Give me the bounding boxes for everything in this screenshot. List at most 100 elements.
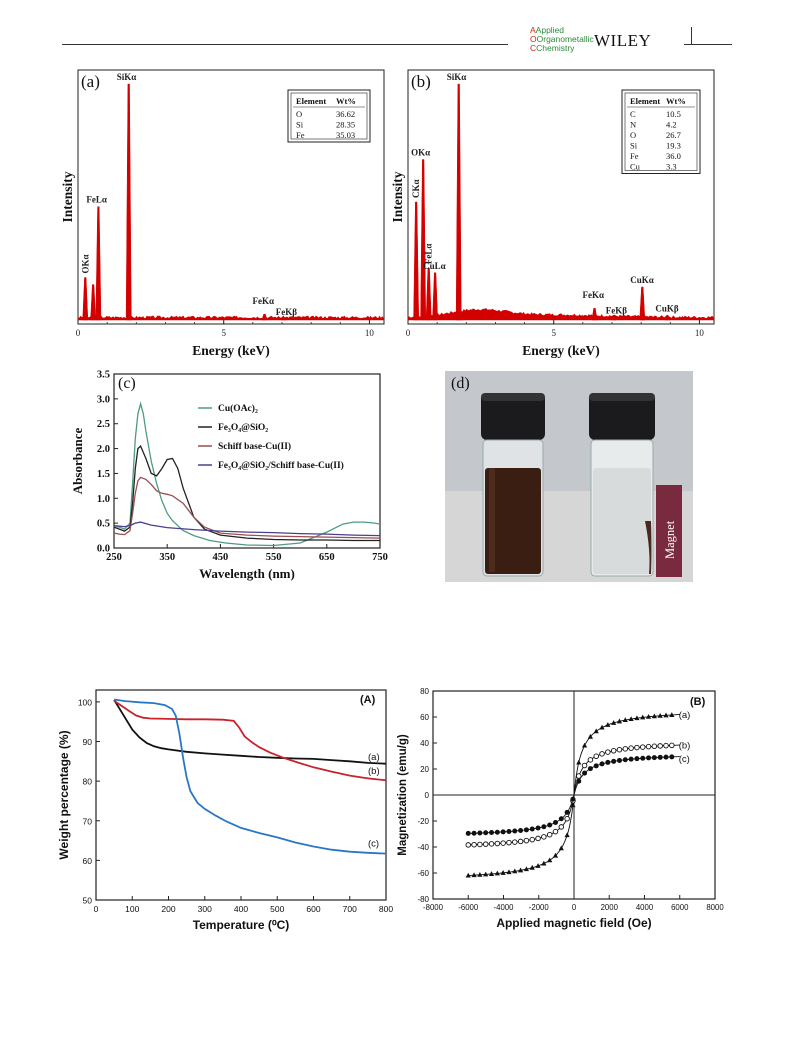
- plot-frame: [113, 373, 381, 549]
- x-tick-label: 5: [221, 328, 226, 338]
- spectrum-peak: [125, 83, 132, 321]
- data-point: [488, 841, 495, 847]
- y-tick-label: 2.0: [97, 444, 110, 455]
- data-point: [517, 838, 524, 845]
- legend-entry: Schiff base-Cu(II): [218, 441, 291, 452]
- series-label: (b): [368, 766, 380, 777]
- data-point: [657, 754, 663, 760]
- data-point: [605, 749, 611, 755]
- peak-label: OKα: [80, 254, 90, 273]
- series-line: [113, 698, 387, 855]
- data-point: [646, 755, 652, 761]
- data-point: [576, 773, 582, 779]
- data-point: [477, 830, 483, 836]
- data-point: [576, 778, 582, 784]
- spectrum-baseline: [77, 315, 385, 321]
- peak-label: CuKα: [630, 275, 654, 285]
- series-label: (a): [368, 752, 380, 763]
- data-point: [611, 758, 617, 764]
- table-cell: N: [630, 120, 636, 130]
- data-point: [546, 831, 553, 838]
- series-line: [113, 476, 381, 539]
- x-tick-label: -6000: [458, 903, 479, 912]
- data-point: [645, 743, 652, 750]
- magnet-label: Magnet: [663, 520, 677, 559]
- data-point: [471, 841, 477, 848]
- x-axis-label: Temperature (⁰C): [193, 918, 290, 932]
- series-line: [113, 521, 381, 537]
- data-point: [471, 872, 477, 878]
- series-label: (c): [368, 839, 379, 850]
- table-cell: 19.3: [666, 141, 681, 151]
- x-tick-label: 10: [695, 328, 705, 338]
- data-point: [616, 718, 623, 724]
- data-point: [483, 871, 489, 877]
- x-tick-label: 10: [365, 328, 375, 338]
- series-line: [113, 444, 380, 542]
- data-point: [634, 715, 640, 721]
- uv-vis-chart: 250 350 450 550 650 750 0.0 0.5 1.0 1.5 2.0 2.5 3.0 3…: [70, 370, 388, 582]
- x-tick-label: 100: [125, 904, 139, 914]
- x-axis-label: Energy (keV): [192, 343, 270, 358]
- data-point: [611, 720, 617, 725]
- data-point: [669, 742, 675, 749]
- vials-photo: Magnet (d): [445, 371, 693, 582]
- peak-label: SiKα: [447, 72, 467, 82]
- data-point: [541, 834, 547, 840]
- y-tick-label: 0.5: [97, 519, 110, 530]
- table-cell: Si: [296, 120, 304, 130]
- table-cell: 26.7: [666, 130, 681, 140]
- series-label: (c): [679, 754, 690, 765]
- peak-label: CuKβ: [655, 303, 679, 313]
- table-cell: Cu: [630, 162, 641, 172]
- y-tick-label: 20: [420, 765, 429, 774]
- table-cell: C: [630, 109, 636, 119]
- x-tick-label: 750: [372, 552, 388, 563]
- table-cell: Si: [630, 141, 638, 151]
- spectrum-peak: [639, 286, 646, 321]
- spectrum-peak: [591, 307, 598, 321]
- data-point: [599, 761, 605, 767]
- spectrum-peak: [82, 277, 89, 321]
- data-point: [634, 756, 640, 762]
- element-table-inner-frame: [624, 92, 698, 171]
- data-point: [640, 755, 646, 761]
- table-cell: 28.35: [336, 120, 355, 130]
- x-tick-label: 6000: [671, 903, 689, 912]
- data-point: [465, 830, 471, 836]
- peak-label: FeKα: [253, 296, 275, 306]
- y-axis-label: Absorbance: [70, 428, 85, 495]
- data-point: [651, 755, 657, 761]
- journal-line-2: Organometallic: [536, 34, 594, 44]
- y-tick-label: 80: [83, 777, 93, 787]
- table-cell: O: [296, 109, 302, 119]
- left-vial-cap: [481, 393, 545, 440]
- right-vial-cap-top: [589, 393, 655, 401]
- x-tick-label: 0: [94, 904, 99, 914]
- data-point: [529, 826, 535, 832]
- table-header: Element: [630, 96, 660, 106]
- data-point: [564, 809, 570, 815]
- y-tick-label: 50: [83, 896, 93, 906]
- table-cell: 10.5: [666, 109, 681, 119]
- spectrum-peak: [280, 316, 287, 321]
- spectrum-peak: [425, 267, 432, 321]
- spectrum-peak: [95, 206, 102, 321]
- journal-line-3: Chemistry: [536, 43, 575, 53]
- x-tick-label: 200: [161, 904, 175, 914]
- x-tick-label: 0: [76, 328, 81, 338]
- data-point: [547, 822, 553, 828]
- x-axis-label: Applied magnetic field (Oe): [496, 916, 651, 930]
- data-point: [517, 867, 524, 873]
- table-cell: Fe: [630, 151, 639, 161]
- panel-label: (c): [118, 375, 136, 392]
- y-axis-label: Weight percentage (%): [57, 730, 71, 859]
- table-cell: O: [630, 130, 636, 140]
- attracted-particles: [645, 521, 652, 574]
- data-point: [570, 796, 576, 802]
- x-tick-label: 0: [406, 328, 411, 338]
- data-point: [523, 866, 530, 872]
- y-tick-label: 70: [83, 816, 93, 826]
- data-point: [518, 827, 524, 833]
- x-tick-label: 700: [343, 904, 357, 914]
